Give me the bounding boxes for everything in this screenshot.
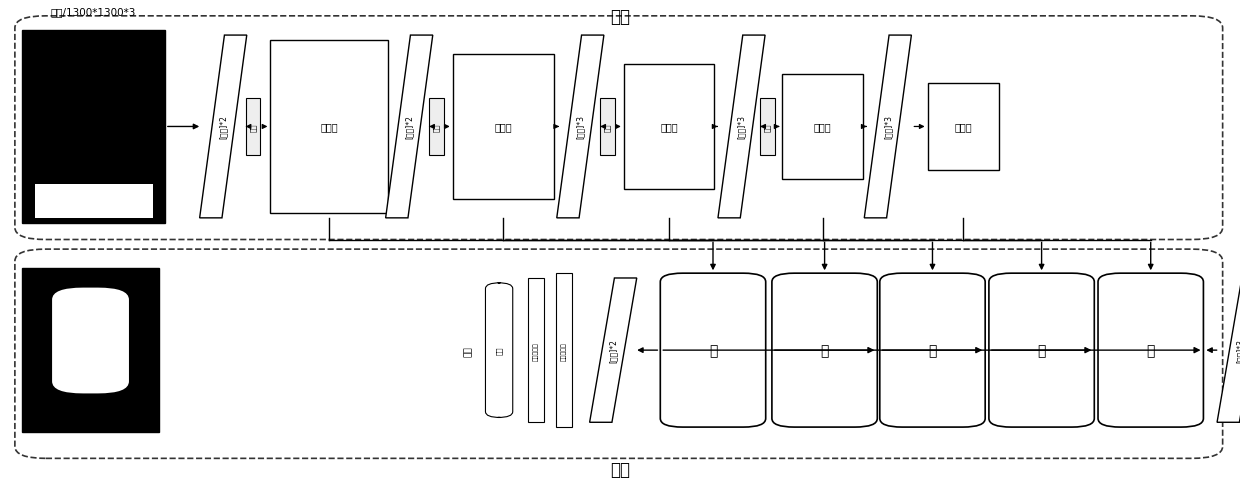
Text: 输出: 输出 — [464, 345, 472, 356]
Text: 块: 块 — [821, 343, 828, 358]
Text: 编码: 编码 — [610, 8, 630, 26]
Text: 特征图: 特征图 — [660, 122, 678, 132]
Text: [卷积]*2: [卷积]*2 — [609, 338, 618, 362]
Polygon shape — [718, 36, 765, 218]
Text: 解码: 解码 — [610, 460, 630, 479]
Text: 块: 块 — [1147, 343, 1154, 358]
FancyBboxPatch shape — [246, 98, 260, 156]
FancyBboxPatch shape — [624, 65, 714, 190]
Text: [卷积]*3: [卷积]*3 — [883, 115, 893, 139]
Text: 块: 块 — [709, 343, 717, 358]
Text: 块: 块 — [929, 343, 936, 358]
Text: 输入/1300*1300*3: 输入/1300*1300*3 — [51, 7, 136, 17]
Text: [卷积]*2: [卷积]*2 — [218, 115, 228, 139]
Polygon shape — [864, 36, 911, 218]
Polygon shape — [386, 36, 433, 218]
FancyBboxPatch shape — [782, 74, 863, 180]
Text: [卷积]*2: [卷积]*2 — [404, 115, 414, 139]
Text: [卷积]*3: [卷积]*3 — [1236, 338, 1240, 362]
Text: 特征图: 特征图 — [813, 122, 832, 132]
Polygon shape — [35, 185, 153, 218]
Text: 块: 块 — [1038, 343, 1045, 358]
FancyBboxPatch shape — [270, 41, 388, 214]
Text: 特征图: 特征图 — [320, 122, 339, 132]
Polygon shape — [200, 36, 247, 218]
FancyBboxPatch shape — [600, 98, 615, 156]
FancyBboxPatch shape — [453, 55, 554, 199]
FancyBboxPatch shape — [528, 278, 544, 422]
FancyBboxPatch shape — [429, 98, 444, 156]
Text: 特征图: 特征图 — [955, 122, 972, 132]
Text: 池化: 池化 — [249, 123, 257, 132]
Text: 池化: 池化 — [764, 123, 771, 132]
FancyBboxPatch shape — [771, 274, 878, 427]
FancyBboxPatch shape — [660, 274, 765, 427]
FancyBboxPatch shape — [928, 84, 999, 170]
Text: 池化: 池化 — [604, 123, 611, 132]
FancyBboxPatch shape — [52, 288, 129, 394]
Text: 激活: 激活 — [496, 346, 502, 355]
Polygon shape — [557, 36, 604, 218]
FancyBboxPatch shape — [485, 283, 513, 418]
Text: 自回归输出: 自回归输出 — [533, 341, 539, 360]
Text: 特征图: 特征图 — [495, 122, 512, 132]
FancyBboxPatch shape — [22, 31, 165, 223]
FancyBboxPatch shape — [15, 250, 1223, 458]
FancyBboxPatch shape — [15, 17, 1223, 240]
Text: [卷积]*3: [卷积]*3 — [575, 115, 585, 139]
FancyBboxPatch shape — [1099, 274, 1203, 427]
FancyBboxPatch shape — [760, 98, 775, 156]
Text: 池化: 池化 — [433, 123, 440, 132]
FancyBboxPatch shape — [556, 274, 572, 427]
Text: [卷积]*3: [卷积]*3 — [737, 115, 746, 139]
Polygon shape — [590, 278, 637, 422]
Polygon shape — [1216, 278, 1240, 422]
Text: 双线性插值: 双线性插值 — [560, 341, 567, 360]
FancyBboxPatch shape — [880, 274, 985, 427]
FancyBboxPatch shape — [22, 269, 159, 432]
FancyBboxPatch shape — [990, 274, 1094, 427]
